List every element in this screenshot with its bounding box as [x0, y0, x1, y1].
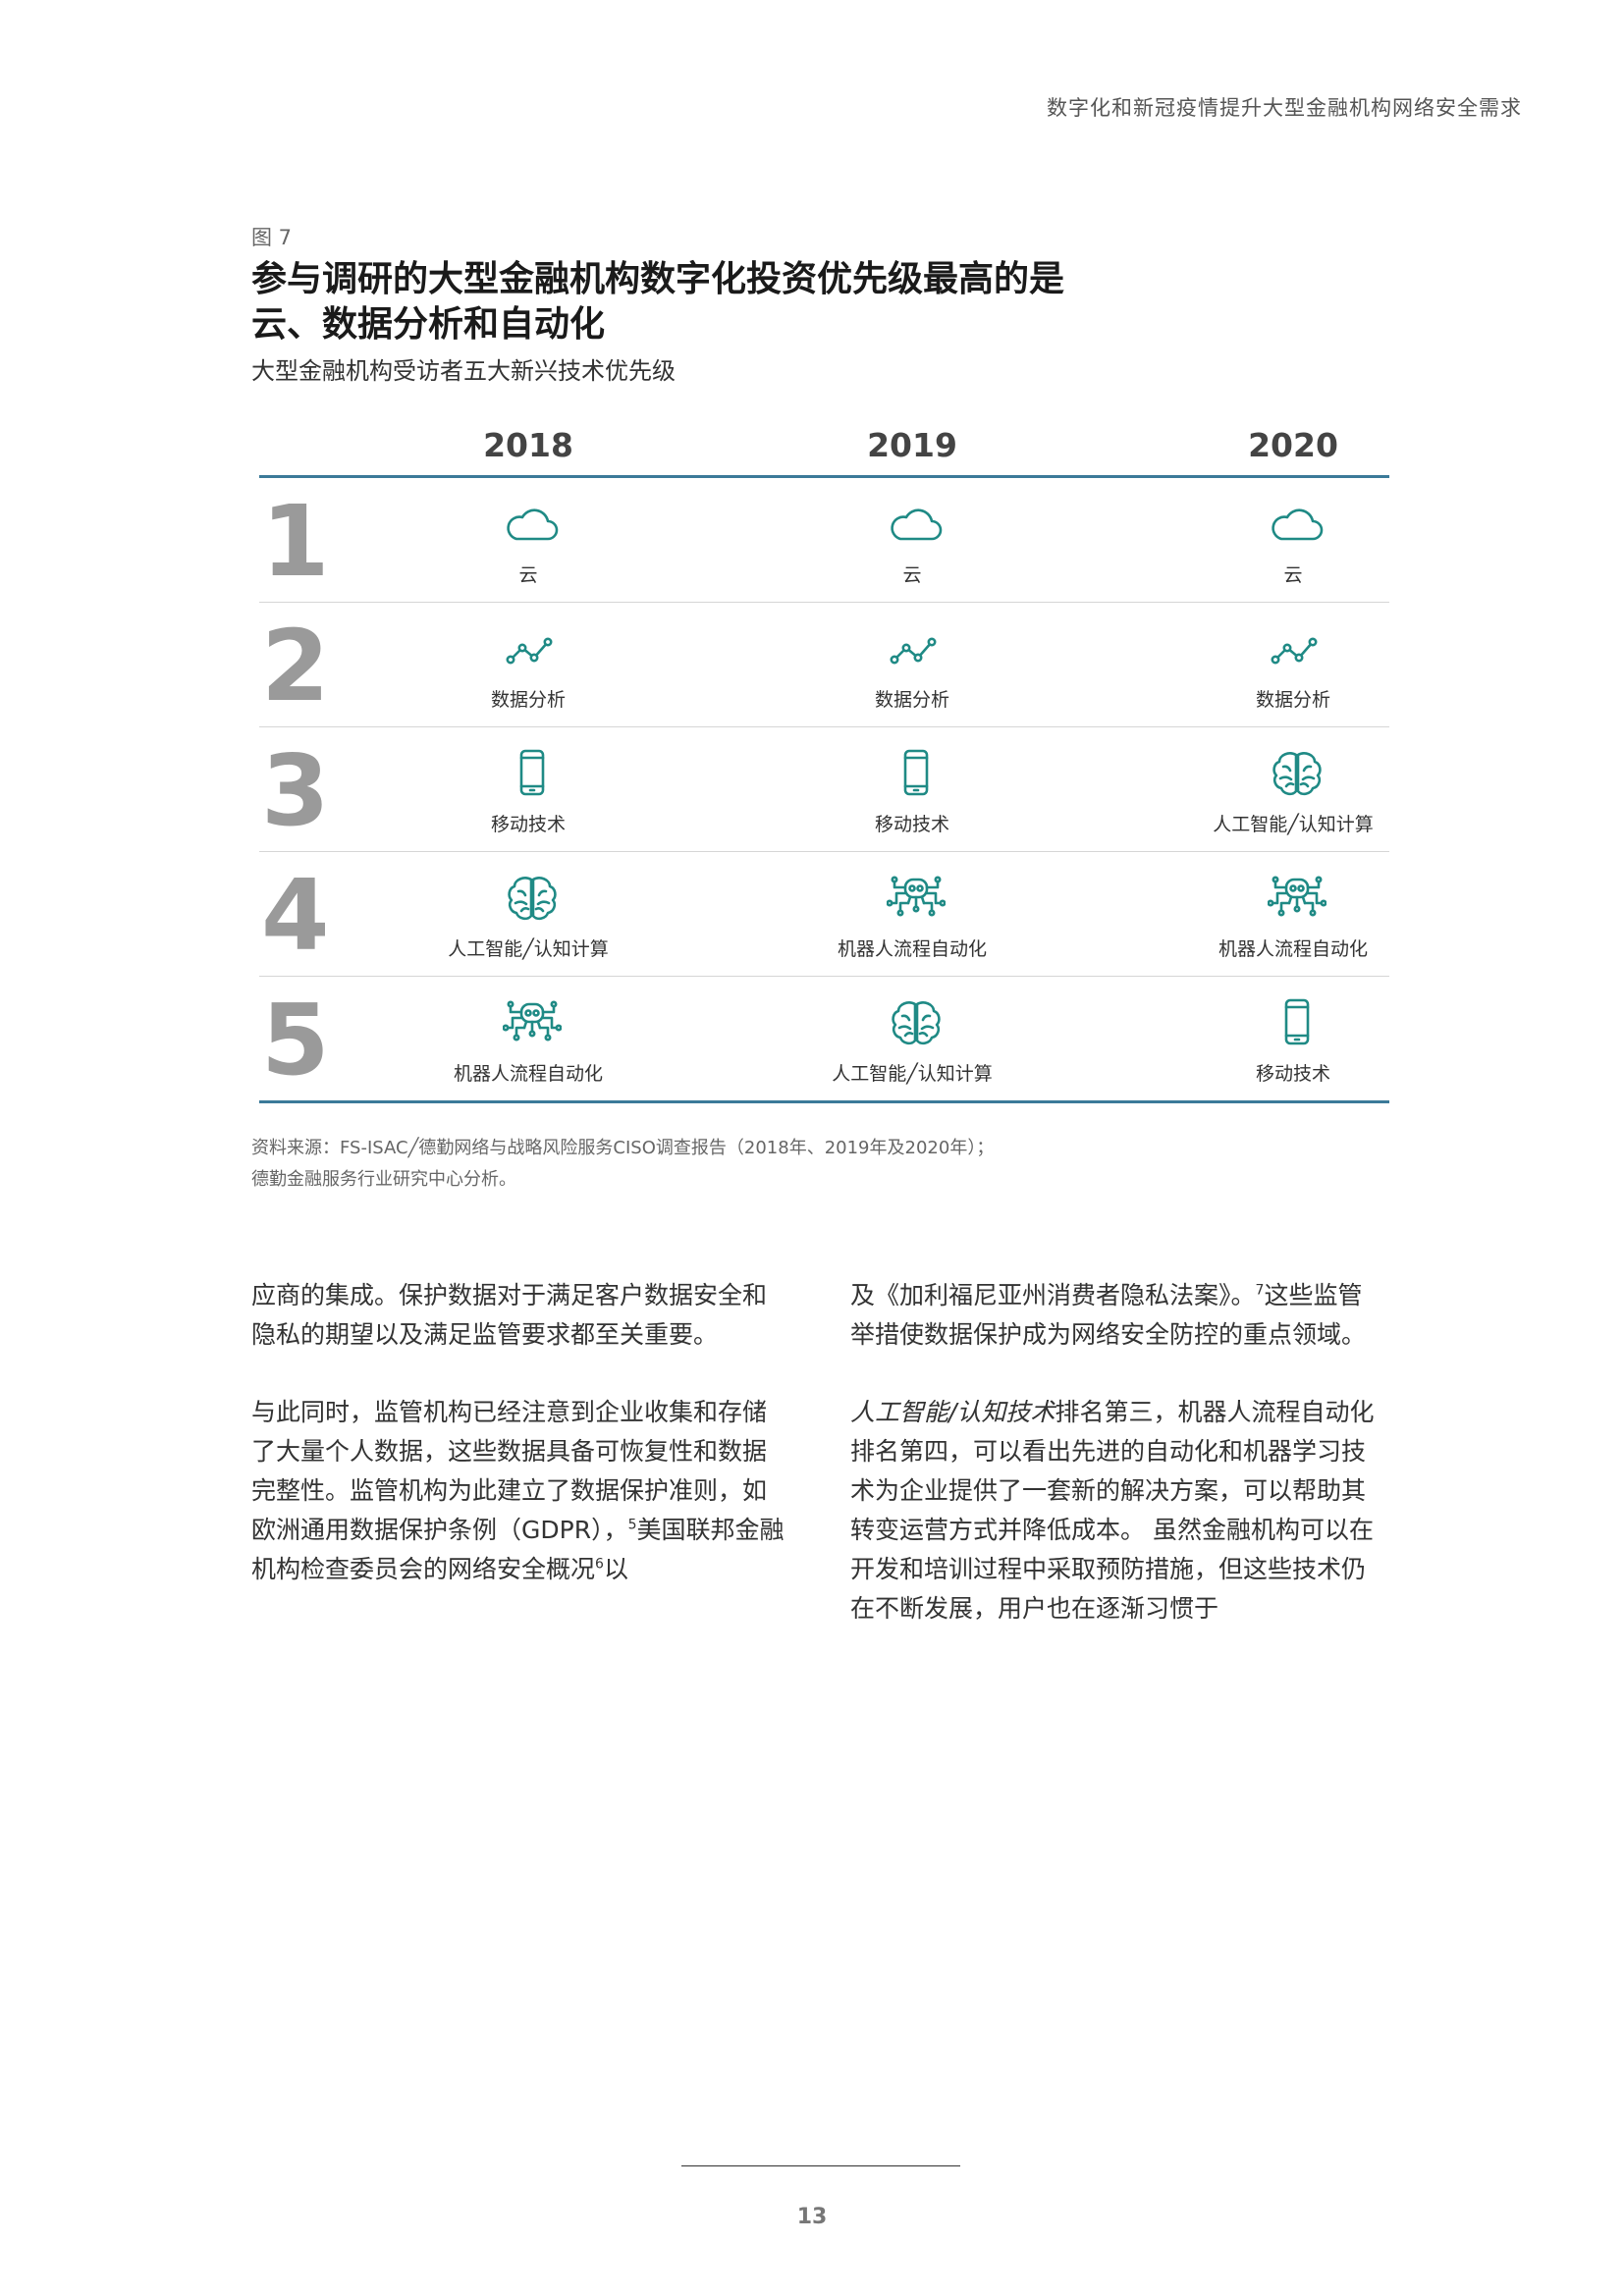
technology-label: 移动技术 — [1255, 1063, 1330, 1085]
technology-label: 数据分析 — [1255, 689, 1330, 711]
body-paragraph: 应商的集成。保护数据对于满足客户数据安全和隐私的期望以及满足监管要求都至关重要。 — [251, 1281, 768, 1349]
technology-label: 数据分析 — [490, 689, 566, 711]
technology-cell: 移动技术 — [1165, 977, 1421, 1100]
technology-label: 云 — [902, 564, 922, 586]
technology-cell: 机器人流程自动化 — [401, 977, 656, 1100]
technology-label: 人工智能╱认知计算 — [448, 938, 609, 960]
body-paragraph: 人工智能/认知技术排名第三，机器人流程自动化排名第四，可以看出先进的自动化和机器… — [850, 1393, 1385, 1629]
body-paragraph: 与此同时，监管机构已经注意到企业收集和存储了大量个人数据，这些数据具备可恢复性和… — [251, 1393, 786, 1589]
rank-number: 5 — [261, 983, 330, 1097]
technology-label: 云 — [1283, 564, 1303, 586]
technology-cell: 人工智能╱认知计算 — [401, 852, 656, 976]
technology-label: 移动技术 — [874, 814, 949, 835]
robot-icon — [1267, 874, 1327, 925]
line-chart-icon — [1268, 624, 1319, 675]
running-header: 数字化和新冠疫情提升大型金融机构网络安全需求 — [1047, 96, 1522, 120]
cloud-icon — [503, 500, 559, 551]
figure-source-note: 资料来源：FS-ISAC╱德勤网络与战略风险服务CISO调查报告（2018年、2… — [251, 1133, 1233, 1196]
technology-cell: 人工智能╱认知计算 — [785, 977, 1040, 1100]
technology-cell: 移动技术 — [785, 727, 1040, 851]
brain-icon — [503, 874, 557, 925]
emphasis-term: 人工智能/认知技术 — [850, 1398, 1056, 1426]
cloud-icon — [1268, 500, 1324, 551]
rank-number: 2 — [261, 609, 330, 723]
technology-cell: 人工智能╱认知计算 — [1165, 727, 1421, 851]
technology-label: 数据分析 — [874, 689, 949, 711]
rank-row-2: 2 数据分析 数据分析 数据分析 — [259, 603, 1389, 727]
body-column-left: 应商的集成。保护数据对于满足客户数据安全和隐私的期望以及满足监管要求都至关重要。… — [251, 1276, 786, 1628]
technology-label: 人工智能╱认知计算 — [832, 1063, 993, 1085]
year-header-row: 2018 2019 2020 — [259, 420, 1389, 478]
technology-cell: 机器人流程自动化 — [1165, 852, 1421, 976]
technology-cell: 移动技术 — [401, 727, 656, 851]
line-chart-icon — [503, 624, 554, 675]
cloud-icon — [887, 500, 943, 551]
figure-title-line1: 参与调研的大型金融机构数字化投资优先级最高的是 — [251, 259, 1065, 299]
technology-cell: 数据分析 — [1165, 603, 1421, 726]
line-chart-icon — [887, 624, 938, 675]
mobile-phone-icon — [1268, 998, 1319, 1049]
technology-cell: 机器人流程自动化 — [785, 852, 1040, 976]
paragraph-text: 及《加利福尼亚州消费者隐私法案》。 — [850, 1281, 1256, 1309]
mobile-phone-icon — [503, 749, 554, 800]
paragraph-text: 与此同时，监管机构已经注意到企业收集和存储了大量个人数据，这些数据具备可恢复性和… — [251, 1398, 768, 1544]
source-line1: 资料来源：FS-ISAC╱德勤网络与战略风险服务CISO调查报告（2018年、2… — [251, 1138, 995, 1158]
footnote-ref: 6 — [595, 1556, 604, 1573]
rank-number: 1 — [261, 484, 330, 599]
technology-cell: 数据分析 — [785, 603, 1040, 726]
footnote-ref: 7 — [1255, 1282, 1265, 1299]
brain-icon — [887, 998, 941, 1049]
paragraph-text: 这些监管举措使数据保护成为网络安全防控的重点领域。 — [850, 1281, 1367, 1349]
priority-ranking-table: 2018 2019 2020 1 云 云 云 2 数据分析 数据分析 — [259, 420, 1389, 1103]
technology-label: 人工智能╱认知计算 — [1213, 814, 1374, 835]
rank-row-4: 4 人工智能╱认知计算 机器人流程自动化 机器人流程自动化 — [259, 852, 1389, 977]
technology-label: 云 — [518, 564, 538, 586]
paragraph-text: 以 — [603, 1555, 628, 1583]
technology-cell: 云 — [1165, 478, 1421, 602]
page-number: 13 — [796, 2205, 828, 2229]
rank-row-1: 1 云 云 云 — [259, 478, 1389, 603]
technology-cell: 云 — [785, 478, 1040, 602]
brain-icon — [1268, 749, 1322, 800]
technology-label: 机器人流程自动化 — [1218, 938, 1368, 960]
figure-subtitle: 大型金融机构受访者五大新兴技术优先级 — [251, 357, 676, 385]
mobile-phone-icon — [887, 749, 938, 800]
figure-title: 参与调研的大型金融机构数字化投资优先级最高的是 云、数据分析和自动化 — [251, 257, 1233, 347]
figure-title-line2: 云、数据分析和自动化 — [251, 304, 606, 345]
rank-row-5: 5 机器人流程自动化 人工智能╱认知计算 移动技术 — [259, 977, 1389, 1103]
rank-row-3: 3 移动技术 移动技术 人工智能╱认知计算 — [259, 727, 1389, 852]
footer-divider — [681, 2165, 960, 2166]
technology-cell: 数据分析 — [401, 603, 656, 726]
paragraph-text: 排名第三，机器人流程自动化排名第四，可以看出先进的自动化和机器学习技术为企业提供… — [850, 1398, 1375, 1623]
robot-icon — [502, 998, 563, 1049]
robot-icon — [886, 874, 947, 925]
footnote-ref: 5 — [627, 1517, 637, 1533]
rank-number: 3 — [261, 733, 330, 848]
rank-number: 4 — [261, 858, 330, 973]
paragraph-text: 美国联邦金融机构检查委员会的网络安全概况 — [251, 1516, 785, 1583]
technology-label: 移动技术 — [490, 814, 566, 835]
figure-label: 图 7 — [251, 226, 293, 249]
year-header-2019: 2019 — [867, 426, 957, 464]
technology-cell: 云 — [401, 478, 656, 602]
source-line2: 德勤金融服务行业研究中心分析。 — [251, 1169, 516, 1190]
technology-label: 机器人流程自动化 — [453, 1063, 603, 1085]
year-header-2018: 2018 — [483, 426, 573, 464]
body-column-right: 及《加利福尼亚州消费者隐私法案》。7这些监管举措使数据保护成为网络安全防控的重点… — [850, 1276, 1385, 1667]
body-paragraph: 及《加利福尼亚州消费者隐私法案》。7这些监管举措使数据保护成为网络安全防控的重点… — [850, 1276, 1385, 1355]
technology-label: 机器人流程自动化 — [837, 938, 987, 960]
year-header-2020: 2020 — [1248, 426, 1338, 464]
